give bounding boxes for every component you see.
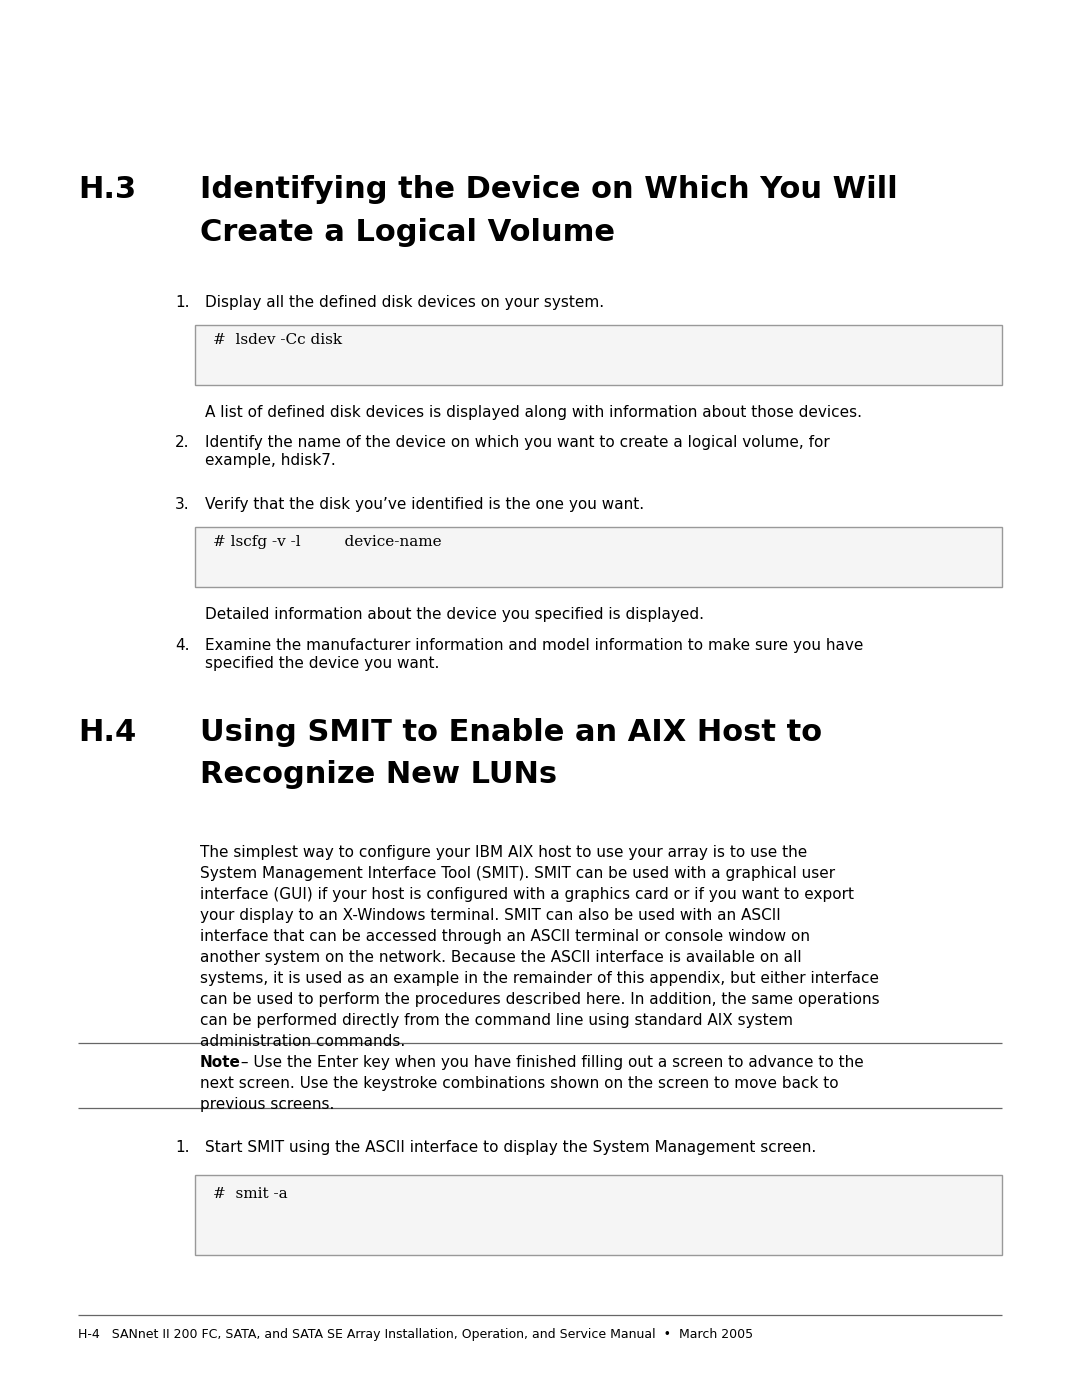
Text: interface (GUI) if your host is configured with a graphics card or if you want t: interface (GUI) if your host is configur… <box>200 887 854 902</box>
Bar <box>195 326 1002 386</box>
Text: #  lsdev -Cc disk: # lsdev -Cc disk <box>213 332 342 346</box>
Bar <box>195 527 1002 587</box>
Text: Examine the manufacturer information and model information to make sure you have: Examine the manufacturer information and… <box>205 638 863 652</box>
Text: can be performed directly from the command line using standard AIX system: can be performed directly from the comma… <box>200 1013 793 1028</box>
Text: 1.: 1. <box>175 1140 189 1155</box>
Text: 1.: 1. <box>175 295 189 310</box>
Text: # lscfg -v -l         device-name: # lscfg -v -l device-name <box>213 535 442 549</box>
Text: A list of defined disk devices is displayed along with information about those d: A list of defined disk devices is displa… <box>205 405 862 420</box>
Text: Verify that the disk you’ve identified is the one you want.: Verify that the disk you’ve identified i… <box>205 497 644 511</box>
Text: previous screens.: previous screens. <box>200 1097 335 1112</box>
Text: another system on the network. Because the ASCII interface is available on all: another system on the network. Because t… <box>200 950 801 965</box>
Text: Start SMIT using the ASCII interface to display the System Management screen.: Start SMIT using the ASCII interface to … <box>205 1140 816 1155</box>
Text: 2.: 2. <box>175 434 189 450</box>
Text: example, hdisk7.: example, hdisk7. <box>205 453 336 468</box>
Text: 3.: 3. <box>175 497 190 511</box>
Text: specified the device you want.: specified the device you want. <box>205 657 440 671</box>
Text: Identifying the Device on Which You Will: Identifying the Device on Which You Will <box>200 175 897 204</box>
Text: Identify the name of the device on which you want to create a logical volume, fo: Identify the name of the device on which… <box>205 434 829 450</box>
Text: systems, it is used as an example in the remainder of this appendix, but either : systems, it is used as an example in the… <box>200 971 879 986</box>
Text: Detailed information about the device you specified is displayed.: Detailed information about the device yo… <box>205 608 704 622</box>
Text: System Management Interface Tool (SMIT). SMIT can be used with a graphical user: System Management Interface Tool (SMIT).… <box>200 866 835 882</box>
Text: Create a Logical Volume: Create a Logical Volume <box>200 218 615 247</box>
Text: Using SMIT to Enable an AIX Host to: Using SMIT to Enable an AIX Host to <box>200 718 822 747</box>
Text: Note: Note <box>200 1055 241 1070</box>
Text: Display all the defined disk devices on your system.: Display all the defined disk devices on … <box>205 295 604 310</box>
Text: – Use the Enter key when you have finished filling out a screen to advance to th: – Use the Enter key when you have finish… <box>237 1055 864 1070</box>
Text: administration commands.: administration commands. <box>200 1034 405 1049</box>
Text: The simplest way to configure your IBM AIX host to use your array is to use the: The simplest way to configure your IBM A… <box>200 845 807 861</box>
Text: can be used to perform the procedures described here. In addition, the same oper: can be used to perform the procedures de… <box>200 992 879 1007</box>
Text: H.4: H.4 <box>78 718 136 747</box>
Text: 4.: 4. <box>175 638 189 652</box>
Text: interface that can be accessed through an ASCII terminal or console window on: interface that can be accessed through a… <box>200 929 810 944</box>
Text: H-4   SANnet II 200 FC, SATA, and SATA SE Array Installation, Operation, and Ser: H-4 SANnet II 200 FC, SATA, and SATA SE … <box>78 1329 753 1341</box>
Text: next screen. Use the keystroke combinations shown on the screen to move back to: next screen. Use the keystroke combinati… <box>200 1076 839 1091</box>
Text: your display to an X-Windows terminal. SMIT can also be used with an ASCII: your display to an X-Windows terminal. S… <box>200 908 781 923</box>
Text: H.3: H.3 <box>78 175 136 204</box>
Text: #  smit -a: # smit -a <box>213 1187 287 1201</box>
Bar <box>195 1175 1002 1255</box>
Text: Recognize New LUNs: Recognize New LUNs <box>200 760 557 789</box>
